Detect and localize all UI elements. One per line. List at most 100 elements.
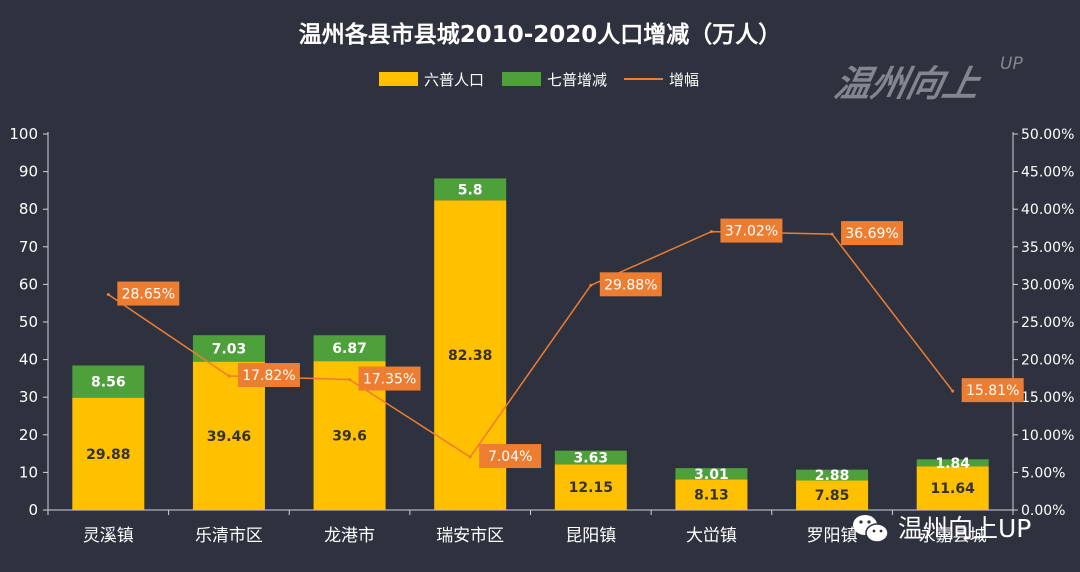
bar-population-increase [675, 468, 748, 480]
bar-population-increase [434, 178, 507, 201]
growth-point [468, 455, 472, 459]
growth-value-label: 28.65% [122, 287, 175, 303]
growth-point [106, 293, 110, 297]
growth-label-box [237, 362, 300, 387]
y-left-tick-label: 50 [19, 313, 38, 331]
bar-increase-value-label: 8.56 [91, 375, 126, 391]
x-category-label: 乐清市区 [195, 526, 263, 546]
growth-label-box [117, 281, 180, 306]
y-right-tick-label: 20.00% [1021, 353, 1074, 369]
x-category-label: 龙港市 [324, 526, 375, 546]
bar-base-value-label: 12.15 [569, 480, 613, 496]
bar-increase-value-label: 5.8 [458, 182, 483, 198]
bar-base-value-label: 39.6 [332, 429, 367, 445]
legend-label-line: 增幅 [669, 71, 699, 89]
bar-population-increase [916, 459, 989, 467]
x-category-label: 瑞安市区 [436, 526, 504, 546]
bar-population-increase [796, 469, 869, 481]
legend-swatch-increase [502, 72, 541, 86]
growth-point [348, 378, 352, 382]
y-right-tick-label: 25.00% [1021, 315, 1074, 331]
legend-label-increase: 七普增减 [547, 71, 607, 89]
bar-population-increase [72, 365, 145, 398]
wechat-watermark: 温州向上UP [853, 514, 1031, 543]
bar-base-population [554, 464, 627, 510]
x-category-label: 昆阳镇 [565, 526, 616, 546]
chart-title: 温州各县市县城2010-2020人口增减（万人） [299, 21, 782, 48]
y-left-tick-label: 20 [19, 426, 38, 444]
growth-point [951, 389, 955, 393]
growth-value-label: 36.69% [845, 226, 898, 242]
y-left-tick-label: 0 [28, 501, 38, 519]
growth-value-label: 15.81% [966, 383, 1019, 399]
y-right-tick-label: 30.00% [1021, 277, 1074, 293]
y-right-tick-label: 40.00% [1021, 202, 1074, 218]
legend-label-base: 六普人口 [424, 71, 484, 89]
growth-value-label: 17.82% [242, 368, 295, 384]
bar-population-increase [192, 335, 265, 362]
y-left-tick-label: 30 [19, 388, 38, 406]
y-right-tick-label: 15.00% [1021, 390, 1074, 406]
bar-base-population [72, 397, 145, 510]
y-left-tick-label: 80 [19, 200, 38, 218]
growth-label-box [479, 444, 542, 469]
growth-labels: 28.65% 17.82% 17.35% 7.04% 29.88% 37.02% 36.69… [117, 218, 1024, 469]
bar-base-value-label: 82.38 [448, 348, 492, 364]
bar-base-population [916, 466, 989, 510]
growth-point [227, 374, 231, 378]
wechat-icon [853, 515, 889, 543]
growth-value-label: 29.88% [604, 277, 657, 293]
x-category-label: 罗阳镇 [807, 526, 858, 546]
legend-swatch-base [379, 72, 418, 86]
y-right-tick-label: 10.00% [1021, 428, 1074, 444]
y-left-tick-label: 70 [19, 238, 38, 256]
bar-increase-value-label: 3.63 [574, 450, 609, 466]
bar-base-value-label: 11.64 [931, 481, 976, 497]
y-right-tick-label: 5.00% [1021, 465, 1065, 481]
y-left-tick-label: 10 [19, 463, 38, 481]
bar-increase-value-label: 3.01 [694, 467, 729, 483]
y-left-tick-label: 40 [19, 351, 38, 369]
wechat-account-name: 温州向上UP [898, 514, 1031, 543]
growth-point [709, 230, 713, 234]
watermark-text: 温州向上 [831, 62, 986, 105]
bar-increase-value-label: 2.88 [815, 468, 850, 484]
legend: 六普人口 七普增减 增幅 [379, 71, 699, 89]
growth-label-box [599, 272, 662, 297]
bar-increase-value-label: 6.87 [332, 341, 367, 357]
growth-label-box [720, 218, 783, 243]
x-category-label: 灵溪镇 [83, 526, 134, 546]
x-category-label: 永嘉县城 [919, 526, 987, 546]
y-right-tick-label: 0.00% [1021, 503, 1065, 519]
bar-base-population [796, 480, 869, 510]
bar-increase-value-label: 7.03 [212, 341, 247, 357]
growth-point [589, 283, 593, 287]
watermark-sup: UP [1000, 54, 1023, 74]
growth-value-label: 17.35% [363, 372, 416, 388]
growth-label-box [841, 221, 904, 246]
y-right-tick-label: 35.00% [1021, 240, 1074, 256]
growth-label-box [961, 378, 1024, 403]
y-left-tick-label: 100 [9, 125, 38, 143]
y-right-tick-label: 45.00% [1021, 165, 1074, 181]
bar-increase-value-label: 1.84 [935, 456, 970, 472]
watermark-logo: 温州向上 UP [831, 54, 1024, 105]
bar-labels: 29.88 8.56 39.46 7.03 39.6 6.87 82.38 5.8 12.15 3… [86, 182, 975, 504]
bar-base-value-label: 8.13 [694, 488, 729, 504]
bar-base-population [675, 479, 748, 510]
y-left-tick-label: 90 [19, 163, 38, 181]
bar-population-increase [554, 450, 627, 465]
growth-value-label: 7.04% [488, 449, 532, 465]
growth-point [830, 232, 834, 236]
y-left-tick-label: 60 [19, 275, 38, 293]
x-category-label: 大峃镇 [686, 526, 737, 546]
bar-base-value-label: 7.85 [815, 488, 850, 504]
axes: 0 10 20 30 40 50 60 70 80 90 100 0.00% 5.00% 10.00% 15… [9, 125, 1074, 546]
growth-value-label: 37.02% [725, 224, 778, 240]
bar-base-value-label: 39.46 [207, 429, 251, 445]
growth-label-box [358, 366, 421, 391]
y-right-tick-label: 50.00% [1021, 127, 1074, 143]
bar-base-value-label: 29.88 [86, 447, 130, 463]
